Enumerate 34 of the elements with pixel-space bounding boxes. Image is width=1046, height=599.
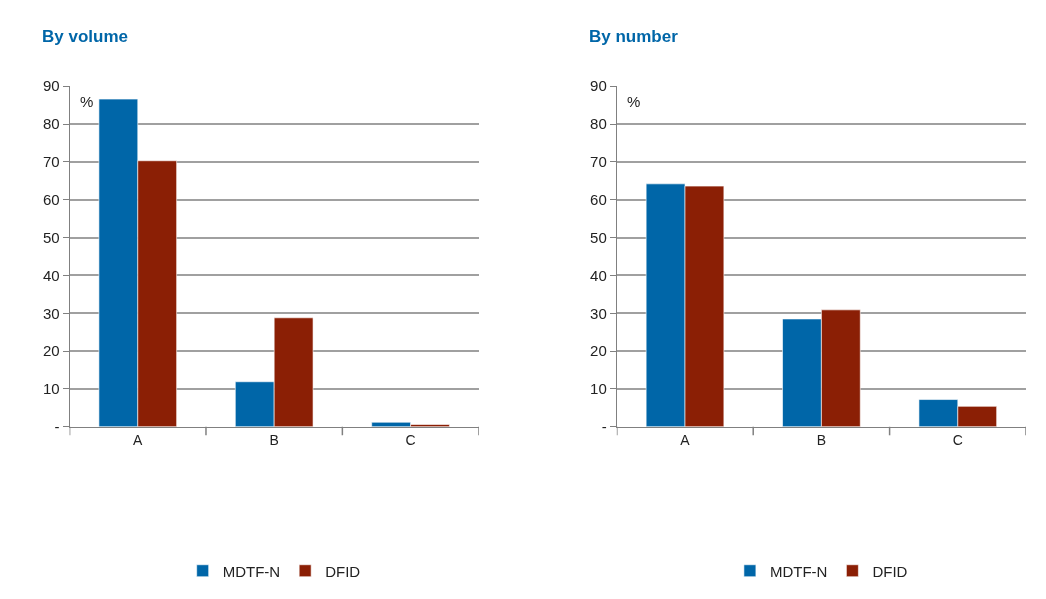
y-tick-label: - [601,418,607,436]
y-tick-label: 90 [42,77,60,95]
legend-label: MDTF-N [769,562,828,580]
y-tick-label: 20 [590,342,607,360]
y-tick-label: 30 [42,304,60,322]
legend-label: DFID [325,562,361,580]
y-tick-label: - [54,418,60,436]
y-tick-label: 50 [42,228,60,246]
y-tick-label: 80 [590,115,607,133]
x-tick-label: C [405,431,416,448]
y-tick-label: 70 [42,153,60,171]
legend-label: DFID [872,562,908,580]
chart-title: By number [589,27,679,46]
x-tick-label: A [133,431,144,448]
y-tick-label: 30 [590,304,607,322]
x-tick-label: C [952,431,963,448]
y-tick-label: 10 [590,380,607,398]
chart-title: By volume [42,27,128,46]
annotation: % [627,93,641,110]
y-tick-label: 60 [590,190,607,208]
legend-label: MDTF-N [222,562,281,580]
y-tick-label: 90 [590,77,607,95]
x-tick-label: A [680,431,691,448]
y-tick-label: 60 [42,190,60,208]
annotation: % [80,93,94,110]
x-tick-label: B [816,431,827,448]
y-tick-label: 80 [42,115,60,133]
y-tick-label: 10 [42,380,60,398]
y-tick-label: 70 [590,153,607,171]
y-tick-label: 40 [42,266,60,284]
x-tick-label: B [269,431,279,448]
y-tick-label: 50 [590,228,607,246]
y-tick-label: 40 [590,266,607,284]
y-tick-label: 20 [42,342,60,360]
